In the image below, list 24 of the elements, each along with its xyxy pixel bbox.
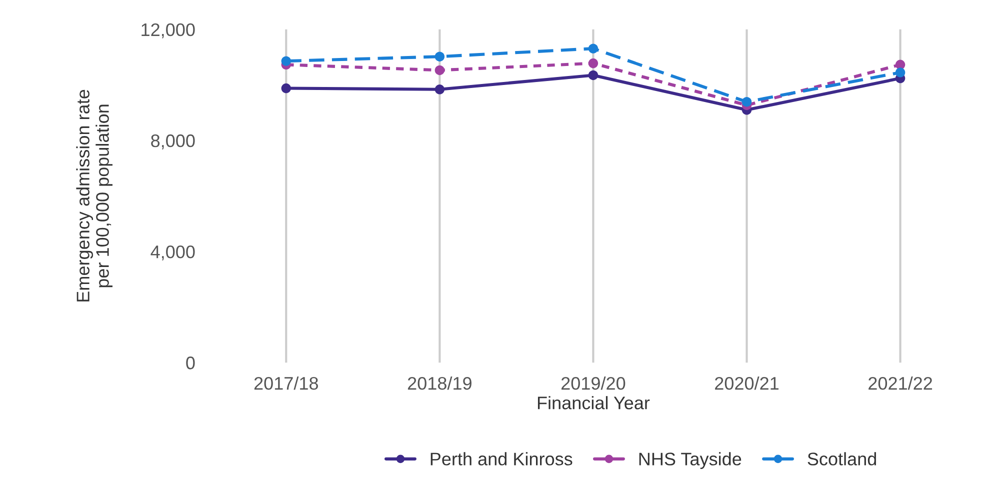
point xyxy=(281,56,291,66)
point xyxy=(895,68,906,78)
x-axis-title: Financial Year xyxy=(538,396,650,410)
point xyxy=(434,52,445,62)
y-tick-label: 0 xyxy=(186,356,195,370)
legend-label: NHS Tayside xyxy=(639,452,742,469)
point xyxy=(281,83,291,94)
x-tick-label: 2019/20 xyxy=(561,376,626,390)
x-tick-label: 2020/21 xyxy=(715,376,779,390)
point xyxy=(434,65,445,76)
point xyxy=(588,70,598,80)
point xyxy=(742,97,752,107)
y-tick-label: 12,000 xyxy=(142,23,195,38)
x-tick-label: 2021/22 xyxy=(868,376,932,390)
y-axis-title: Emergency admission rate per 100,000 population xyxy=(76,90,112,302)
point xyxy=(588,44,598,54)
x-tick-label: 2018/19 xyxy=(408,376,472,390)
y-tick-label: 8,000 xyxy=(151,134,195,150)
legend-label: Perth and Kinross xyxy=(430,452,572,466)
x-tick-label: 2017/18 xyxy=(254,376,318,390)
legend-label: Scotland xyxy=(808,452,876,466)
point xyxy=(434,84,445,94)
y-tick-label: 4,000 xyxy=(150,245,195,260)
point xyxy=(588,58,598,68)
